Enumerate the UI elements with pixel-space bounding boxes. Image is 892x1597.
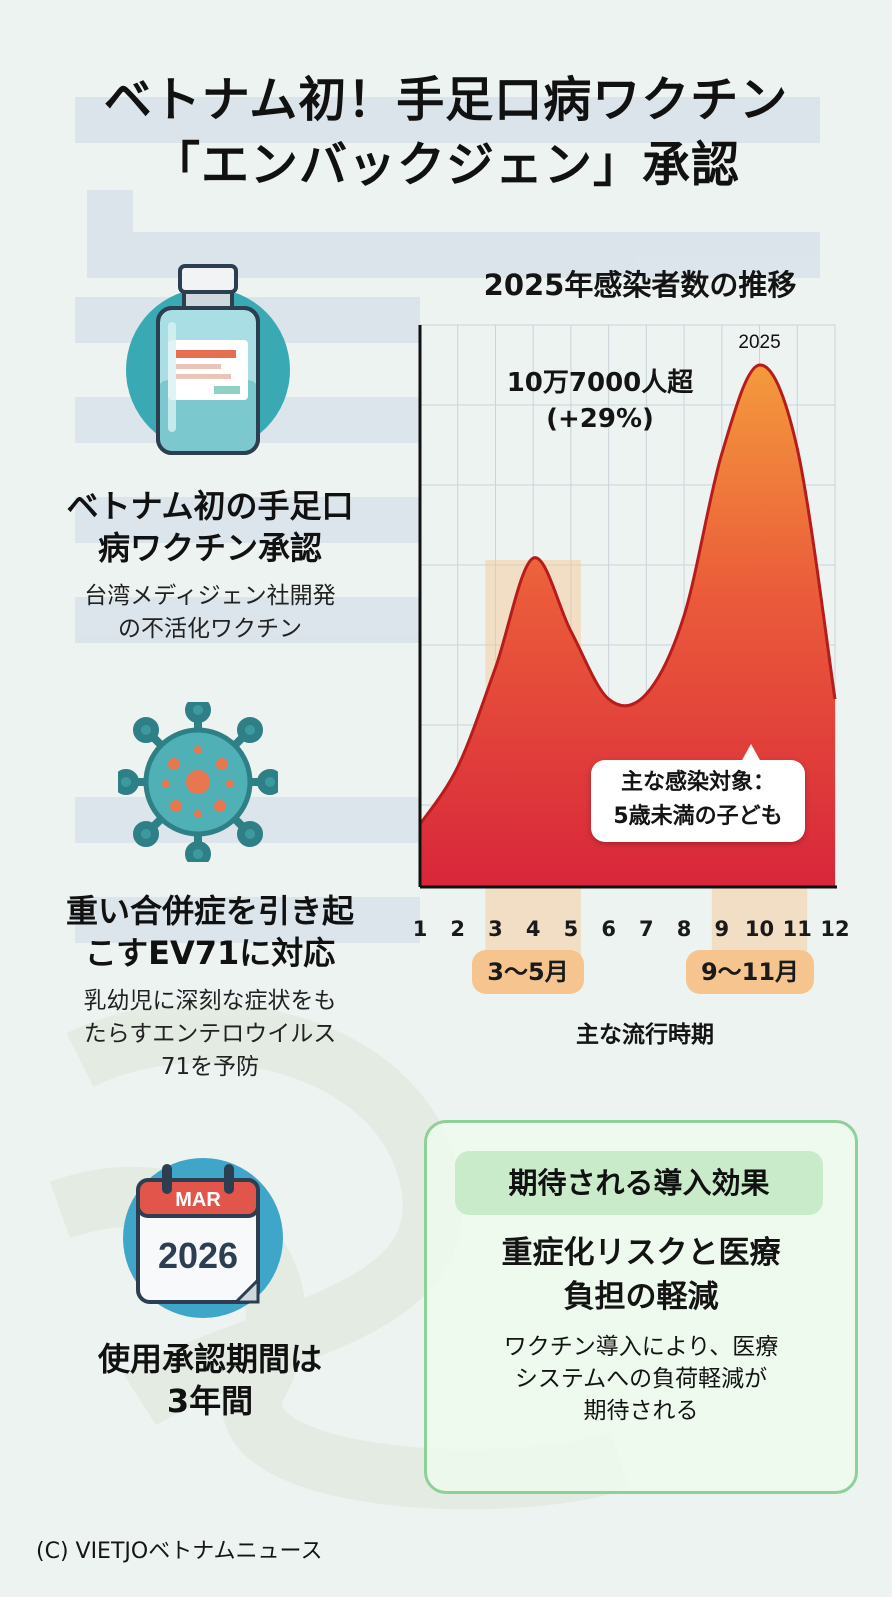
effect-desc-line: ワクチン導入により、医療 <box>503 1334 779 1360</box>
chart-series-label: 2025 <box>738 332 780 353</box>
calendar-year: 2026 <box>158 1235 238 1276</box>
feature-3-heading-line: 使用承認期間は <box>97 1340 322 1378</box>
feature-1-description: 台湾メディジェン社開発 の不活化ワクチン <box>35 580 385 646</box>
x-tick-label: 5 <box>563 917 579 941</box>
feature-1-desc-line: 台湾メディジェン社開発 <box>84 583 336 609</box>
feature-2-heading: 重い合併症を引き起 こすEV71に対応 <box>35 890 385 974</box>
x-tick-label: 2 <box>450 917 466 941</box>
peak-annotation-line: (+29%) <box>546 404 654 434</box>
callout-line: 5歳未満の子ども <box>613 804 783 829</box>
vaccine-vial-icon <box>118 260 298 460</box>
feature-1-heading-line: ベトナム初の手足口 <box>66 487 354 525</box>
credit: (C) VIETJOベトナムニュース <box>36 1539 323 1564</box>
infection-chart: 2025 <box>418 324 837 960</box>
page-title-line-2: 「エンバックジェン」承認 <box>151 137 740 193</box>
feature-2-desc-line: 71を予防 <box>160 1054 260 1080</box>
peak-annotation: 10万7000人超 (+29%) <box>480 365 720 437</box>
peak-period-caption: 主な流行時期 <box>576 1022 714 1048</box>
feature-1-heading-line: 病ワクチン承認 <box>97 529 322 567</box>
effect-heading-line: 負担の軽減 <box>563 1279 719 1315</box>
calendar-icon: MAR 2026 <box>118 1150 288 1320</box>
callout-bubble: 主な感染対象： 5歳未満の子ども <box>591 744 805 842</box>
effect-heading-line: 重症化リスクと医療 <box>501 1235 781 1271</box>
x-tick-label: 12 <box>820 917 850 941</box>
effect-header: 期待される導入効果 <box>455 1151 823 1215</box>
feature-3-heading-line: 3年間 <box>166 1382 254 1420</box>
x-tick-label: 6 <box>601 917 616 941</box>
effect-desc-line: システムへの負荷軽減が <box>514 1366 768 1392</box>
x-tick-label: 10 <box>744 917 775 941</box>
effect-box: 期待される導入効果 重症化リスクと医療 負担の軽減 ワクチン導入により、医療 シ… <box>424 1120 858 1494</box>
x-tick-label: 11 <box>782 917 812 941</box>
feature-2-heading-line: こすEV71に対応 <box>84 934 336 972</box>
x-tick-label: 4 <box>525 917 541 941</box>
page-title-line-1: ベトナム初！手足口病ワクチン <box>103 72 789 128</box>
feature-2-heading-line: 重い合併症を引き起 <box>65 892 354 930</box>
feature-2-desc-line: 乳幼児に深刻な症状をも <box>83 988 337 1014</box>
x-tick-label: 8 <box>676 917 692 941</box>
feature-1-desc-line: の不活化ワクチン <box>118 616 302 642</box>
x-tick-label: 1 <box>412 917 428 941</box>
chart-line-series <box>418 363 837 826</box>
x-tick-label: 7 <box>639 917 654 941</box>
x-tick-label: 3 <box>488 917 503 941</box>
feature-2-description: 乳幼児に深刻な症状をも たらすエンテロウイルス 71を予防 <box>35 985 385 1084</box>
peak-annotation-line: 10万7000人超 <box>506 368 694 398</box>
virus-icon <box>113 697 283 867</box>
chart-title: 2025年感染者数の推移 <box>483 268 797 302</box>
feature-1-heading: ベトナム初の手足口 病ワクチン承認 <box>35 485 385 569</box>
chart-area-series <box>420 364 835 887</box>
effect-heading: 重症化リスクと医療 負担の軽減 <box>437 1231 845 1319</box>
peak-period-pill: 9〜11月 <box>686 950 814 994</box>
callout-pointer <box>741 744 761 762</box>
feature-2-desc-line: たらすエンテロウイルス <box>83 1021 337 1047</box>
feature-3-heading: 使用承認期間は 3年間 <box>35 1338 385 1422</box>
effect-desc-line: 期待される <box>583 1398 699 1424</box>
peak-period-pill: 3〜5月 <box>472 950 584 994</box>
callout-line: 主な感染対象： <box>620 770 775 795</box>
calendar-month: MAR <box>175 1189 221 1211</box>
effect-description: ワクチン導入により、医療 システムへの負荷軽減が 期待される <box>437 1331 845 1427</box>
x-tick-label: 9 <box>714 917 730 941</box>
